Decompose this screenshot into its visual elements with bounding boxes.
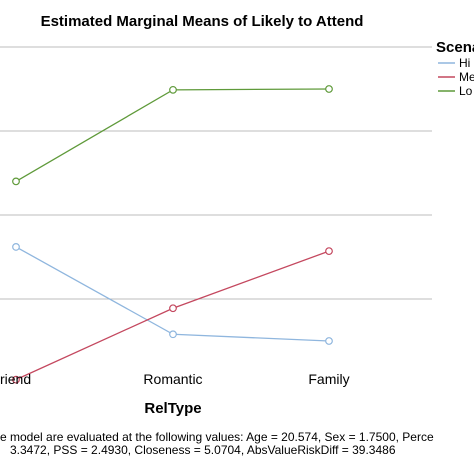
data-point-medium-romantic (169, 304, 177, 313)
legend-title: Scena (436, 39, 474, 56)
data-point-high-romantic (169, 330, 177, 339)
data-point-low-family (325, 85, 333, 93)
footnote-line-2: 3.3472, PSS = 2.4930, Closeness = 5.0704… (10, 443, 396, 457)
x-tick-label-romantic: Romantic (143, 371, 202, 387)
legend-label-medium: Me (459, 70, 474, 84)
data-point-low-romantic (169, 85, 177, 94)
legend-label-low: Lo (459, 84, 473, 98)
data-point-high-friend (12, 243, 20, 251)
data-point-high-family (325, 337, 333, 345)
x-tick-label-friend: riend (0, 371, 31, 387)
series-line-high (15, 246, 330, 342)
data-point-low-friend (12, 177, 20, 186)
x-axis-title: RelType (144, 400, 201, 417)
data-points (12, 85, 333, 384)
data-point-medium-family (325, 247, 333, 256)
footnote-line-1: e model are evaluated at the following v… (0, 430, 434, 444)
series-line-medium (15, 250, 330, 381)
x-tick-label-family: Family (308, 371, 349, 387)
chart-title: Estimated Marginal Means of Likely to At… (41, 13, 364, 30)
series-line-low (15, 88, 330, 182)
data-point-medium-friend (12, 375, 20, 384)
legend-label-high: Hi (459, 56, 470, 70)
gridlines (0, 46, 432, 300)
